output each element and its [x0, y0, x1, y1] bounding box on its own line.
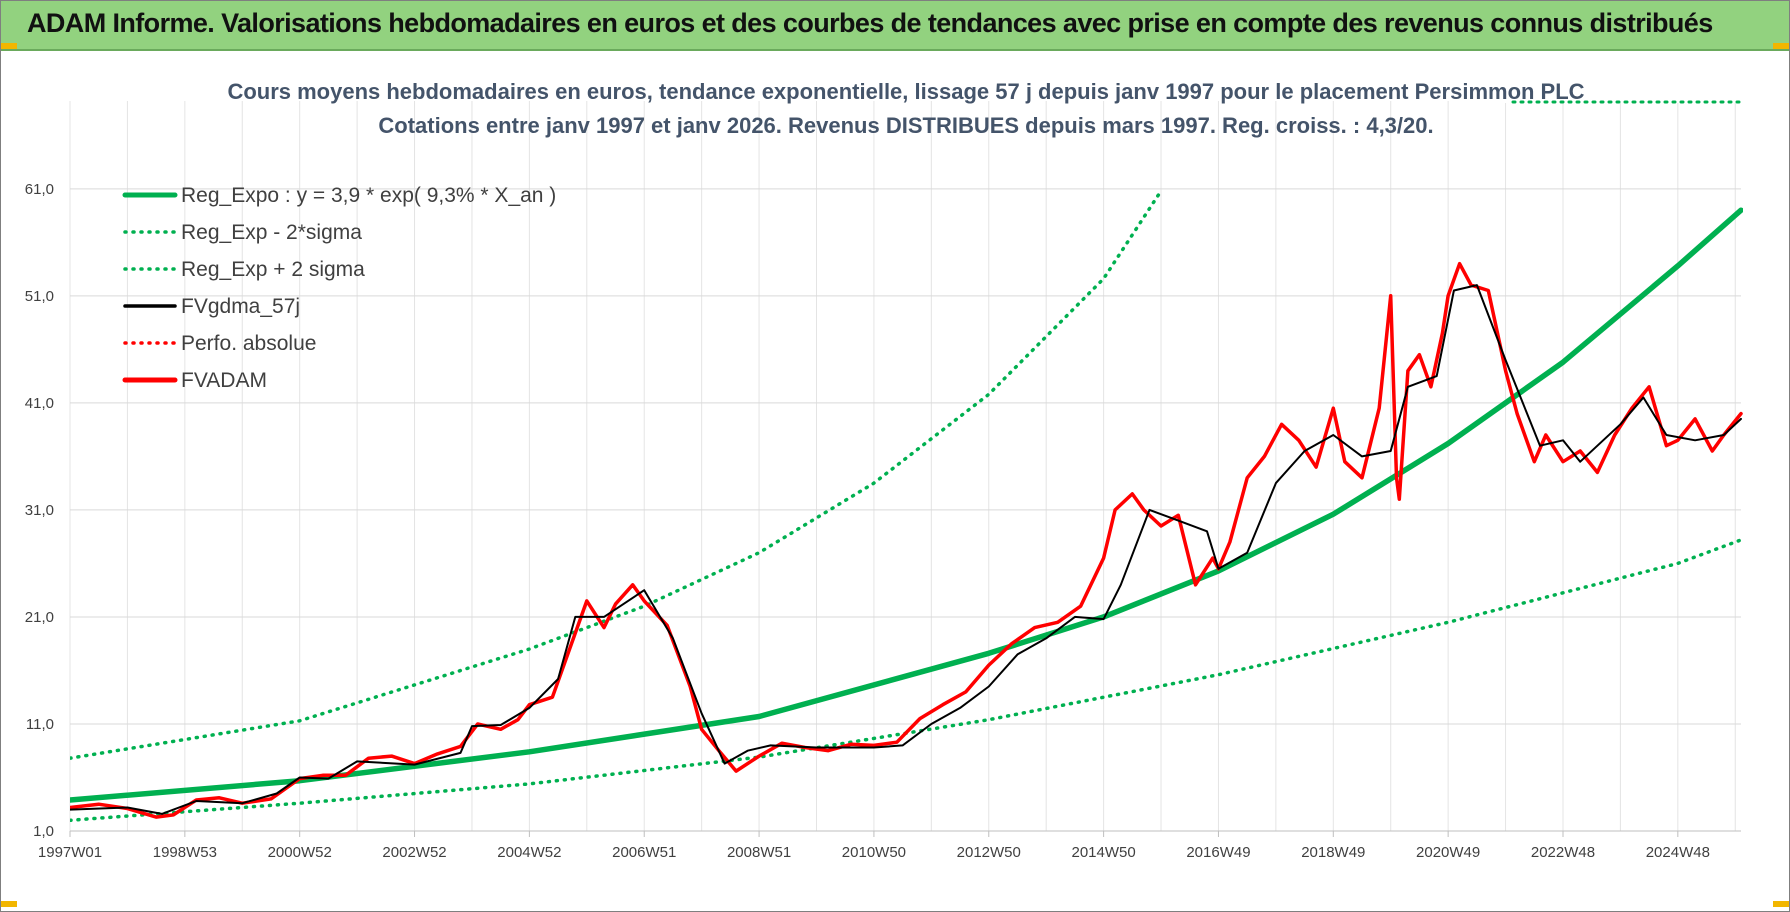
corner-marker [1, 901, 17, 907]
legend-label: Reg_Exp - 2*sigma [181, 221, 362, 244]
grid-lines [69, 101, 1741, 832]
x-tick-label: 2010W50 [842, 844, 906, 861]
x-tick-label: 2022W48 [1531, 844, 1595, 861]
x-tick-label: 2014W50 [1071, 844, 1135, 861]
x-tick-label: 2020W49 [1416, 844, 1480, 861]
title-box-mask [1477, 87, 1787, 103]
y-tick-label: 31,0 [25, 502, 54, 519]
legend-label: FVADAM [181, 369, 267, 392]
legend-label: Perfo. absolue [181, 332, 316, 355]
legend: Reg_Expo : y = 3,9 * exp( 9,3% * X_an ) R… [122, 184, 556, 392]
report-title: ADAM Informe. Valorisations hebdomadaire… [27, 8, 1713, 38]
series-line-1 [70, 538, 1743, 823]
legend-label: Reg_Expo : y = 3,9 * exp( 9,3% * X_an ) [181, 184, 556, 207]
corner-marker [1773, 43, 1789, 49]
x-axis-ticks: 1997W01 1998W53 2000W52 2002W52 2004W52 2006W… [38, 831, 1710, 861]
x-tick-label: 2004W52 [497, 844, 561, 861]
legend-label: Reg_Exp + 2 sigma [181, 258, 365, 281]
y-tick-label: 41,0 [25, 395, 54, 412]
report-banner: ADAM Informe. Valorisations hebdomadaire… [1, 1, 1789, 51]
series-line-2 [70, 189, 1163, 760]
y-tick-label: 11,0 [26, 716, 54, 733]
y-tick-label: 1,0 [33, 823, 54, 840]
y-tick-label: 21,0 [25, 609, 54, 626]
series-line-5 [70, 261, 1743, 819]
legend-label: FVgdma_57j [181, 295, 300, 318]
y-tick-label: 51,0 [25, 288, 54, 305]
x-tick-label: 1998W53 [153, 844, 217, 861]
series-line-3 [70, 284, 1742, 815]
x-tick-label: 2000W52 [268, 844, 332, 861]
series-line-0 [70, 207, 1743, 803]
chart-subtitle: Cotations entre janv 1997 et janv 2026. … [378, 113, 1433, 138]
x-tick-label: 2016W49 [1186, 844, 1250, 861]
x-tick-label: 2002W52 [382, 844, 446, 861]
x-tick-label: 1997W01 [38, 844, 102, 861]
chart-title: Cours moyens hebdomadaires en euros, ten… [227, 79, 1584, 104]
x-tick-label: 2006W51 [612, 844, 676, 861]
series-lines [70, 189, 1743, 823]
x-tick-label: 2018W49 [1301, 844, 1365, 861]
x-tick-label: 2008W51 [727, 844, 791, 861]
y-tick-label: 61,0 [25, 181, 54, 198]
y-axis-ticks: 1,0 11,0 21,0 31,0 41,0 51,0 61,0 [25, 181, 54, 840]
x-tick-label: 2012W50 [957, 844, 1021, 861]
x-tick-label: 2024W48 [1646, 844, 1710, 861]
corner-marker [1773, 901, 1789, 907]
corner-marker [1, 43, 17, 49]
